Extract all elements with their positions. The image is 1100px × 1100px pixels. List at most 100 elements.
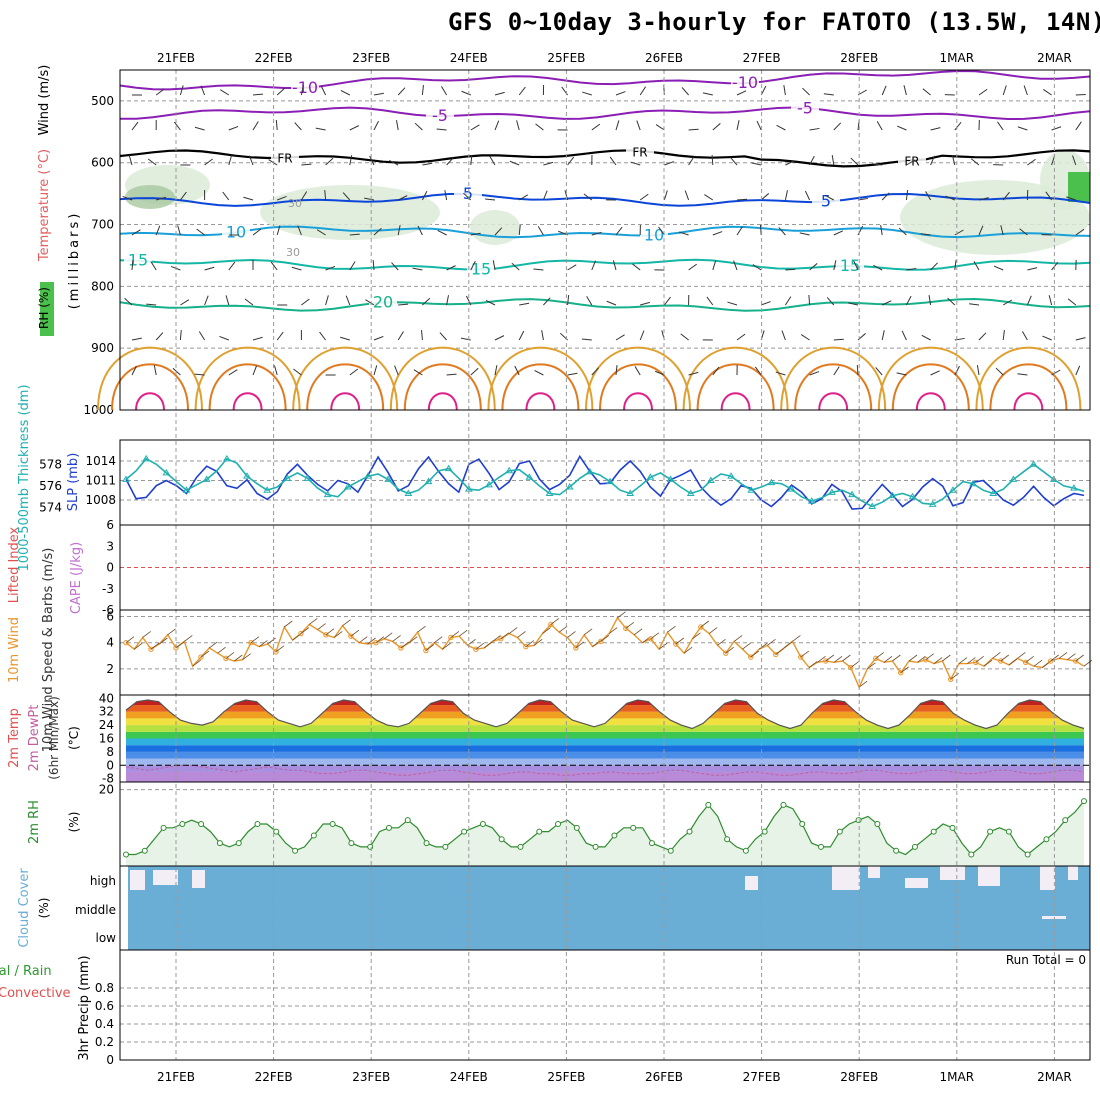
warm-contour xyxy=(915,392,946,411)
wind-barb xyxy=(736,90,747,96)
wind-barb xyxy=(131,365,137,376)
wind-barb-10m xyxy=(892,654,901,662)
lifted-index-label: Lifted Index xyxy=(7,526,22,603)
wind-barb xyxy=(1021,331,1028,341)
bottom-date-tick: 2MAR xyxy=(1037,1070,1072,1084)
wind-barb-10m xyxy=(209,641,218,649)
wind-barb xyxy=(228,155,233,166)
wind-barb xyxy=(1075,121,1082,131)
wind-barb-10m xyxy=(983,659,993,667)
rh-tick: 20 xyxy=(99,783,114,797)
thickness-point xyxy=(384,475,393,482)
thickness-tick: 574 xyxy=(39,501,62,515)
rh-point xyxy=(742,847,749,854)
wind-barb xyxy=(906,159,916,166)
rh-point xyxy=(498,836,505,843)
temperature-contour xyxy=(119,258,1091,271)
thickness-point xyxy=(1049,475,1058,482)
temperature-contour-label: FR xyxy=(632,145,647,159)
wind-barb xyxy=(518,86,526,96)
wind-speed-point xyxy=(898,670,904,676)
temperature-contour-label: 15 xyxy=(128,251,148,270)
wind-barb xyxy=(752,264,762,271)
warm-contour xyxy=(97,346,203,411)
wind-barb xyxy=(485,300,496,306)
wind-barb xyxy=(921,334,931,341)
rh-point xyxy=(780,801,787,808)
rh-point xyxy=(1005,828,1012,835)
wind-barb-10m xyxy=(234,654,243,662)
wind-barb-10m xyxy=(625,621,635,629)
wind-speed-point xyxy=(348,633,354,639)
wind-barb-10m xyxy=(992,652,1001,659)
wind-barb xyxy=(179,329,182,341)
wind-barb-10m xyxy=(384,632,393,640)
thickness-point xyxy=(767,478,776,486)
wind-speed-point xyxy=(648,636,654,642)
wind-barb xyxy=(463,192,472,201)
wind-barb xyxy=(664,161,674,166)
wind-barb xyxy=(243,196,254,201)
wind-speed-point xyxy=(473,646,479,652)
wind-barb xyxy=(533,268,544,271)
wind-barb xyxy=(180,191,187,201)
warm-contour xyxy=(389,346,496,411)
thickness-point xyxy=(243,472,251,479)
wind-tick: 4 xyxy=(106,636,114,650)
slp-tick: 1011 xyxy=(85,474,116,488)
wind-barb xyxy=(615,334,625,341)
thickness-point xyxy=(404,489,413,496)
precip-legend-total: Total / Rain xyxy=(0,964,52,979)
wind-barb xyxy=(417,225,423,236)
contour-label-bg xyxy=(626,142,654,159)
thickness-point xyxy=(626,489,635,496)
warm-contour xyxy=(599,363,677,411)
wind-barb xyxy=(228,261,236,271)
wind-barb-10m xyxy=(592,640,601,647)
wind-barb-10m xyxy=(492,635,501,642)
rh-point xyxy=(216,840,223,847)
wind-barb-10m xyxy=(1025,655,1034,663)
dewpoint-line xyxy=(125,764,1085,776)
rh-point xyxy=(442,843,449,850)
temp-band xyxy=(126,751,1084,759)
wind-barb xyxy=(514,365,520,376)
wind-barb xyxy=(639,86,647,96)
wind-barb xyxy=(373,365,378,376)
rh-point xyxy=(348,840,355,847)
wind-barb-10m xyxy=(725,646,735,654)
rh-point xyxy=(423,840,430,847)
wind-speed-point xyxy=(248,639,254,646)
temperature-contour-label: 15 xyxy=(840,256,860,275)
wind-barb-10m xyxy=(150,642,160,650)
rh-label: 2m RH xyxy=(27,800,42,844)
temperature-contour xyxy=(119,149,1091,168)
wind-barb-10m xyxy=(267,637,276,645)
wind-barb xyxy=(1027,267,1038,271)
thickness-point xyxy=(283,474,292,481)
wind-barb-10m xyxy=(608,627,618,634)
chart-title: GFS 0~10day 3-hourly for FATOTO (13.5W, … xyxy=(448,8,1100,36)
wind-barb xyxy=(349,125,360,131)
cloud-gap xyxy=(1040,866,1055,890)
rh-shade-high xyxy=(1068,172,1090,202)
wind-barb xyxy=(680,333,689,341)
cape-label: CAPE (J/kg) xyxy=(69,542,84,614)
wind-barb xyxy=(1051,369,1061,376)
contour-label-bg xyxy=(222,223,250,240)
contour-label-bg xyxy=(426,107,454,124)
wind-barb xyxy=(369,155,375,166)
wind-barb xyxy=(809,263,818,271)
thickness-point xyxy=(202,475,211,482)
wind-barb-10m xyxy=(325,628,335,636)
wind-barb-10m xyxy=(1075,654,1084,662)
cloud-gap xyxy=(940,866,965,880)
wind-barb xyxy=(567,156,575,166)
wind-speed-point xyxy=(548,621,554,628)
wind-barb xyxy=(294,122,302,131)
wind-barb xyxy=(920,233,931,236)
wind-barb xyxy=(639,193,649,201)
warm-contour xyxy=(891,363,970,411)
wind-barb xyxy=(413,369,423,376)
